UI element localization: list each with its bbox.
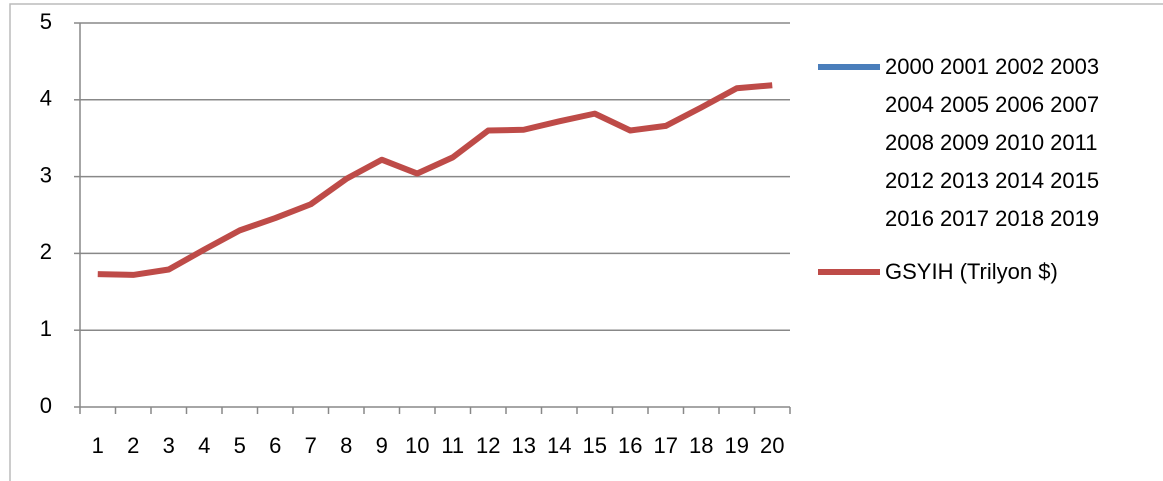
- x-tick-label: 1: [92, 433, 104, 458]
- x-tick-label: 9: [376, 433, 388, 458]
- x-tick-label: 13: [512, 433, 536, 458]
- y-tick-label: 5: [40, 9, 52, 34]
- x-tick-label: 16: [618, 433, 642, 458]
- x-tick-label: 4: [198, 433, 210, 458]
- chart-border: [9, 3, 1163, 481]
- y-tick-label: 2: [40, 239, 52, 264]
- legend-label: 2000 2001 2002 2003 2004 2005 2006 2007 …: [885, 54, 1100, 231]
- x-tick-label: 2: [127, 433, 139, 458]
- x-tick-label: 12: [476, 433, 500, 458]
- x-tick-label: 15: [583, 433, 607, 458]
- y-tick-label: 3: [40, 162, 52, 187]
- x-tick-label: 18: [689, 433, 713, 458]
- x-tick-label: 8: [340, 433, 352, 458]
- x-tick-label: 14: [547, 433, 571, 458]
- legend-label: GSYIH (Trilyon $): [885, 259, 1058, 284]
- series-line: [97, 82, 773, 278]
- x-tick-label: 7: [305, 433, 317, 458]
- x-tick-label: 3: [163, 433, 175, 458]
- x-tick-label: 5: [234, 433, 246, 458]
- x-tick-label: 17: [654, 433, 678, 458]
- x-tick-label: 10: [405, 433, 429, 458]
- x-tick-label: 19: [725, 433, 749, 458]
- x-tick-label: 20: [760, 433, 784, 458]
- y-tick-label: 0: [40, 393, 52, 418]
- x-tick-label: 6: [269, 433, 281, 458]
- x-tick-label: 11: [441, 433, 464, 458]
- y-tick-label: 4: [40, 86, 52, 111]
- y-tick-label: 1: [40, 316, 52, 341]
